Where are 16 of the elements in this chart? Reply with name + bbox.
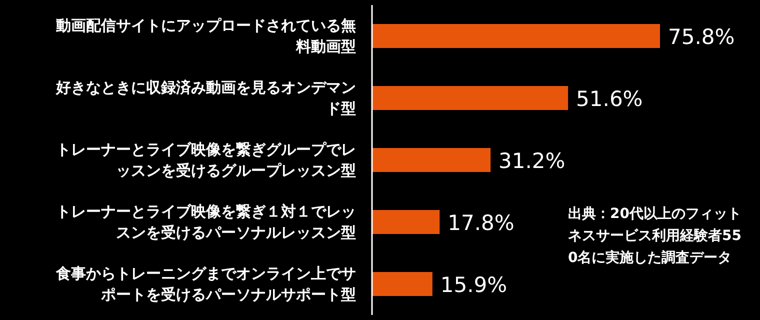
bar <box>372 148 491 172</box>
annotation: 出典：20代以上のフィットネスサービス利用経験者550名に実施した調査データ <box>568 206 742 266</box>
bar <box>372 86 568 110</box>
y-tick-label: 好きなときに収録済み動画を見るオンデマンド型 <box>55 78 356 118</box>
data-label: 75.8% <box>668 25 735 49</box>
data-label: 15.9% <box>440 273 508 297</box>
bar <box>372 210 440 234</box>
y-tick-label: トレーナーとライブ映像を繋ぎ１対１でレッスンを受けるパーソナルレッスン型 <box>56 202 356 242</box>
bar <box>372 24 660 48</box>
y-tick-label: 食事からトレーニングまでオンライン上でサポートを受けるパーソナルサポート型 <box>55 264 356 304</box>
y-tick-label: 動画配信サイトにアップロードされている無料動画型 <box>55 16 356 56</box>
data-label: 17.8% <box>448 211 514 235</box>
data-label: 51.6% <box>576 87 643 111</box>
data-label: 31.2% <box>498 149 566 173</box>
y-tick-label: トレーナーとライブ映像を繋ぎグループでレッスンを受けるグループレッスン型 <box>56 140 356 180</box>
bar <box>372 272 432 296</box>
